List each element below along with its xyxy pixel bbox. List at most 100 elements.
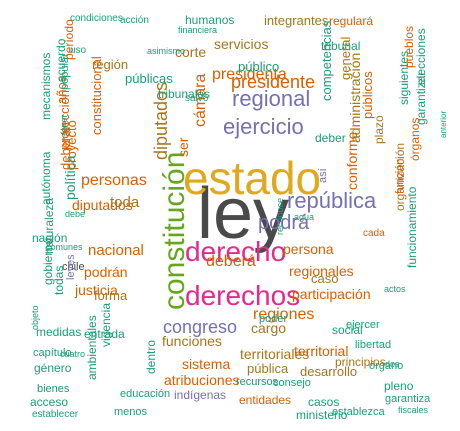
cloud-word: poder [259,313,288,325]
cloud-word: educación [120,388,171,400]
cloud-word: derechos [185,280,301,311]
cloud-word: mecanismos [39,52,53,120]
cloud-word: nación [32,231,68,245]
cloud-word: órgano [369,360,404,372]
cloud-word: agua [294,212,315,222]
cloud-word: así [317,168,329,183]
cloud-word: vigencia [99,302,113,347]
cloud-word: forma [94,288,128,303]
cloud-word: deberá [206,253,256,270]
cloud-word: entidades [239,393,292,407]
cloud-word: debe [65,209,86,219]
cloud-word: financiera [178,25,218,35]
cloud-word: república [287,188,377,213]
cloud-word: género [34,361,72,375]
cloud-word: cada [363,228,385,239]
cloud-word: regulará [329,14,374,28]
cloud-word: servicios [214,36,269,52]
cloud-word: regional [232,86,311,111]
cloud-word: región [92,57,129,72]
cloud-word: condiciones [70,13,123,24]
cloud-word: social [332,323,363,337]
cloud-word: indígenas [174,388,227,402]
cloud-word: sistema [182,356,231,372]
cloud-word: medidas [36,325,82,339]
cloud-word: territoriales [240,346,310,362]
cloud-word: establezca [332,406,385,418]
cloud-word: funcionamiento [405,186,419,268]
cloud-word: público [238,59,280,74]
cloud-word: congreso [163,317,238,337]
cloud-word: libertad [355,339,392,351]
cloud-word: justicia [75,282,118,298]
cloud-word: públicas [125,71,173,86]
cloud-word: toda [110,194,140,211]
cloud-word: presidenta [212,66,287,83]
cloud-word: chile [62,261,85,273]
cloud-word: actos [384,284,406,294]
cloud-word: ambientales [85,315,99,380]
cloud-word: nacional [88,242,144,259]
cloud-word: podrá [258,212,310,234]
cloud-word: capítulo [33,347,72,359]
cloud-word: ser [175,137,191,157]
cloud-word: popular [59,53,71,90]
cloud-word: tribunal [321,39,361,53]
cloud-word: asimismo [147,46,186,56]
cloud-word: comunes [46,242,83,252]
cloud-word: tener [59,114,69,135]
cloud-word: consejo [273,377,311,389]
cloud-word: leyes [65,254,77,280]
cloud-word: plazo [372,115,386,144]
cloud-word: integrantes [264,13,329,28]
cloud-word: objeto [30,305,40,330]
cloud-word: garantiza [385,393,431,405]
cloud-word: uso [70,45,87,56]
cloud-word: humanos [185,13,235,27]
cloud-word: casos [308,395,340,409]
cloud-word: públicos [360,71,375,119]
cloud-word: competencias [319,20,334,101]
cloud-word: reconoce [275,197,285,235]
cloud-word: participación [292,286,371,302]
cloud-word: regionales [289,263,354,279]
cloud-word: establecer [32,409,79,420]
cloud-word: elecciones [414,28,428,85]
cloud-word: desarrollo [300,364,358,379]
cloud-word: función [394,158,406,194]
cloud-word: ministerio [296,408,348,422]
cloud-word: cargo [251,320,287,336]
cloud-word: presidente [231,72,316,92]
cloud-word: personas [81,172,147,189]
cloud-word: regiones [253,306,315,323]
cloud-word: territorial [294,343,349,359]
cloud-word: anterior [439,110,448,138]
cloud-word: podrán [84,264,128,280]
cloud-word: recursos [236,376,279,388]
cloud-word: constitucional [89,56,104,135]
cloud-word: funciones [162,333,222,349]
cloud-word: estado [183,152,322,204]
cloud-word: bienes [37,383,70,395]
cloud-word: caso [311,271,339,286]
cloud-word: ejercer [346,319,380,331]
cloud-word: deber [315,131,346,145]
cloud-word: pública [247,361,289,376]
cloud-word: ejercicio [223,114,304,139]
cloud-word: corte [175,44,207,60]
cloud-word: cuatro [60,349,86,359]
cloud-word: dos [385,359,400,369]
cloud-word: atribuciones [164,372,240,388]
cloud-word: persona [283,241,334,257]
cloud-word: acción [120,15,149,26]
cloud-word: menos [114,406,148,418]
cloud-word: diputados [72,197,133,213]
cloud-word: dentro [144,339,158,374]
cloud-word: pleno [384,379,414,393]
cloud-word: entrada [84,327,125,341]
cloud-word: tribunales [158,87,211,101]
cloud-word: derecho [185,236,287,267]
cloud-word: salvo [185,93,209,104]
cloud-word: principios [335,355,386,369]
